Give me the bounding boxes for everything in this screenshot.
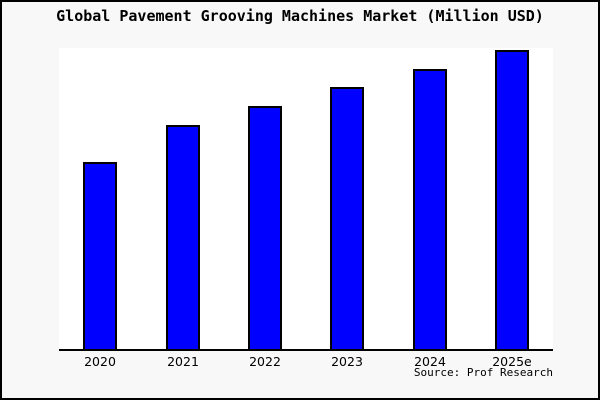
x-tick-2022: 2022 <box>249 354 281 369</box>
x-tick-2024: 2024 <box>414 354 446 369</box>
chart-title: Global Pavement Grooving Machines Market… <box>56 7 544 25</box>
bar-2021 <box>166 125 200 349</box>
bar-2024 <box>413 69 447 349</box>
bar-2020 <box>83 162 117 349</box>
bar-2025e <box>495 50 529 349</box>
x-tick-2023: 2023 <box>331 354 363 369</box>
bar-2023 <box>330 87 364 349</box>
source-note: Source: Prof Research <box>413 366 553 379</box>
x-tick-2020: 2020 <box>84 354 116 369</box>
x-tick-2021: 2021 <box>167 354 199 369</box>
plot-area <box>59 48 553 351</box>
bar-2022 <box>248 106 282 349</box>
x-tick-2025e: 2025e <box>492 354 532 369</box>
